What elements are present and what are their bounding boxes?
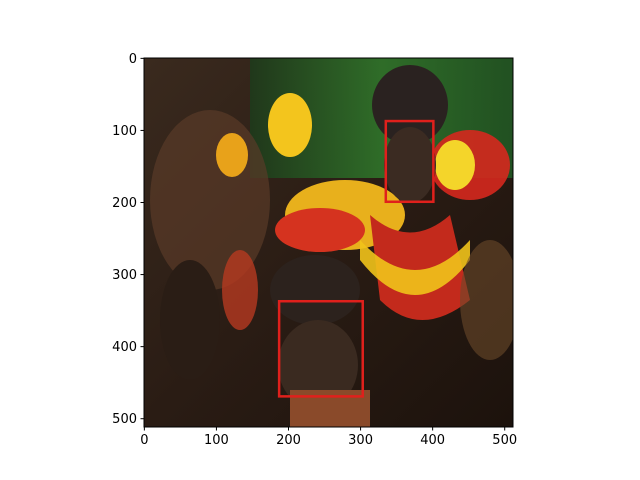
x-tick-label: 500 <box>492 433 517 448</box>
x-tick-label: 200 <box>276 433 301 448</box>
x-tick-label: 0 <box>140 433 148 448</box>
x-tick-label: 300 <box>348 433 373 448</box>
y-tick-label: 200 <box>112 196 137 211</box>
y-tick-label: 400 <box>112 340 137 355</box>
y-tick-label: 100 <box>112 124 137 139</box>
axes-frame <box>143 57 514 428</box>
x-tick-label: 100 <box>204 433 229 448</box>
photo <box>144 58 513 427</box>
bounding-box <box>277 299 364 398</box>
y-tick-label: 500 <box>112 412 137 427</box>
y-tick-label: 0 <box>129 52 137 67</box>
x-tick-label: 400 <box>420 433 445 448</box>
bounding-box <box>384 119 435 204</box>
y-tick-label: 300 <box>112 268 137 283</box>
